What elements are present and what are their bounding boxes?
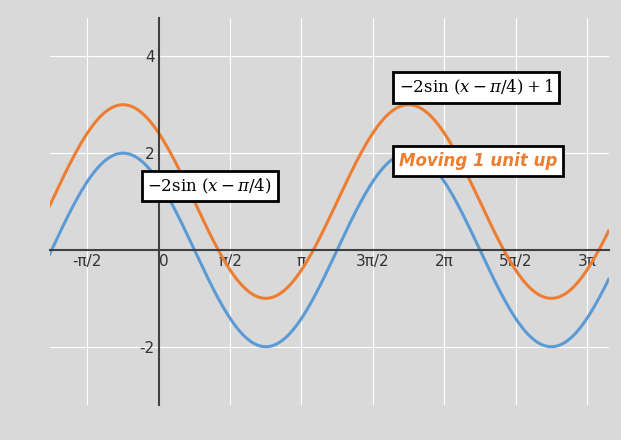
Text: $-2\sin\,(x-\pi/4)$: $-2\sin\,(x-\pi/4)$ (148, 176, 272, 196)
Text: $-2\sin\,(x-\pi/4)+1$: $-2\sin\,(x-\pi/4)+1$ (399, 78, 553, 97)
Text: Moving 1 unit up: Moving 1 unit up (399, 152, 558, 170)
